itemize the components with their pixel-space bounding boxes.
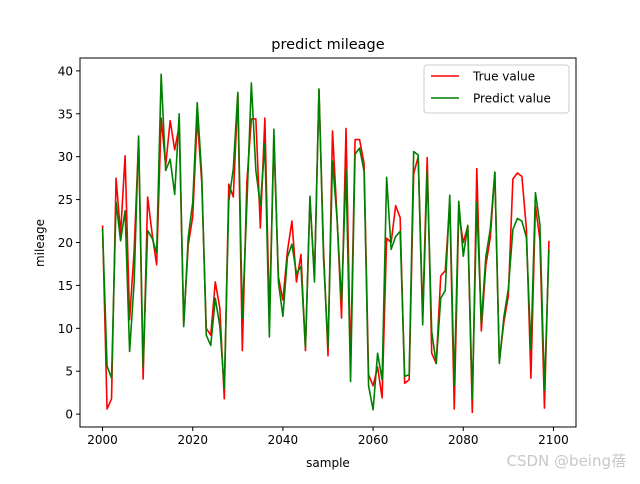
legend: True value Predict value [423,64,570,114]
y-tick-label: 20 [58,236,73,250]
x-tick-label: 2080 [448,433,479,447]
y-tick-label: 35 [58,107,73,121]
y-tick-label: 15 [58,279,73,293]
x-tick-label: 2000 [87,433,118,447]
y-tick-label: 10 [58,322,73,336]
y-axis-label: mileage [33,219,47,267]
legend-label-true-value: True value [472,70,535,84]
x-tick-label: 2020 [177,433,208,447]
y-tick-label: 5 [65,365,73,379]
x-tick-label: 2060 [358,433,389,447]
legend-label-predict-value: Predict value [473,92,551,106]
x-tick-label: 2100 [538,433,569,447]
watermark-text: CSDN @being蓓 [507,452,626,470]
y-tick-label: 30 [58,150,73,164]
chart-title: predict mileage [271,37,384,53]
plot-lines [101,73,550,414]
y-tick-label: 0 [65,408,73,422]
x-axis-label: sample [306,456,350,470]
series-line-predict-value [101,73,550,411]
y-tick-label: 40 [58,64,73,78]
y-axis-ticks: 0 5 10 15 20 25 30 35 40 [58,64,80,422]
x-axis-ticks: 2000 2020 2040 2060 2080 2100 [87,427,569,447]
legend-box [423,64,570,114]
x-tick-label: 2040 [268,433,299,447]
y-tick-label: 25 [58,193,73,207]
